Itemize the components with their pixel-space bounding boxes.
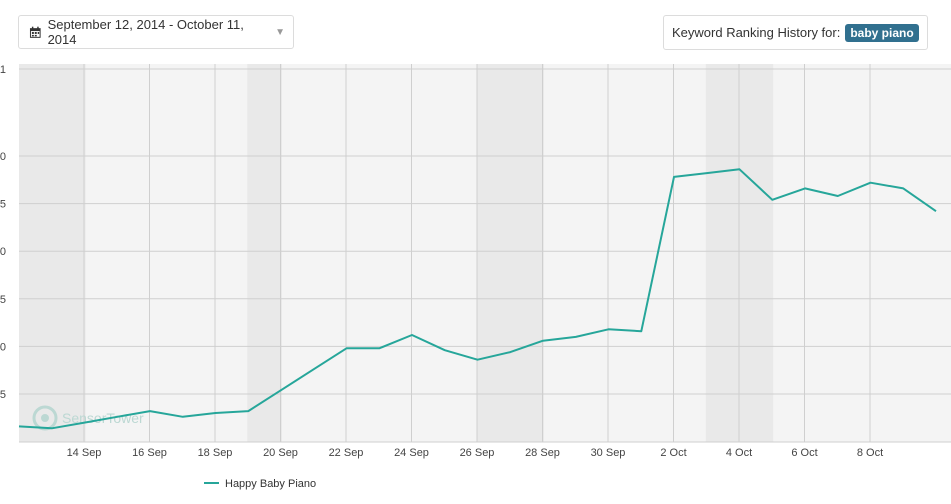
date-range-text: September 12, 2014 - October 11, 2014: [47, 17, 244, 47]
calendar-icon: [29, 26, 41, 38]
y-tick-label: 175: [0, 389, 6, 401]
y-tick-label: 50: [0, 151, 6, 163]
y-tick-label: 1: [0, 64, 6, 76]
x-tick-label: 22 Sep: [329, 447, 364, 459]
keyword-ranking-header: Keyword Ranking History for: baby piano: [663, 15, 928, 50]
legend: Happy Baby Piano: [204, 478, 316, 490]
x-tick-label: 14 Sep: [67, 447, 102, 459]
x-tick-label: 24 Sep: [394, 447, 429, 459]
weekend-band: [476, 64, 544, 442]
y-tick-label: 75: [0, 199, 6, 211]
sensortower-logo-icon: [32, 405, 58, 431]
y-tick-label: 125: [0, 294, 6, 306]
weekend-band: [247, 64, 282, 442]
x-tick-label: 2 Oct: [660, 447, 686, 459]
y-tick-label: 150: [0, 341, 6, 353]
x-tick-label: 8 Oct: [857, 447, 883, 459]
x-tick-label: 18 Sep: [198, 447, 233, 459]
keyword-badge: baby piano: [845, 23, 919, 42]
chevron-down-icon: ▼: [275, 26, 285, 38]
x-tick-label: 6 Oct: [791, 447, 817, 459]
x-tick-label: 4 Oct: [726, 447, 752, 459]
x-tick-label: 26 Sep: [460, 447, 495, 459]
y-tick-label: 100: [0, 246, 6, 258]
keyword-label: Keyword Ranking History for:: [672, 25, 841, 40]
x-tick-label: 20 Sep: [263, 447, 298, 459]
weekend-band: [19, 64, 86, 442]
x-tick-label: 16 Sep: [132, 447, 167, 459]
sensortower-logo-dot: [41, 414, 49, 422]
date-range-picker[interactable]: September 12, 2014 - October 11, 2014 ▼: [18, 15, 294, 49]
x-tick-label: 28 Sep: [525, 447, 560, 459]
series-line: [18, 168, 937, 430]
x-tick-label: 30 Sep: [591, 447, 626, 459]
legend-label: Happy Baby Piano: [225, 478, 316, 490]
